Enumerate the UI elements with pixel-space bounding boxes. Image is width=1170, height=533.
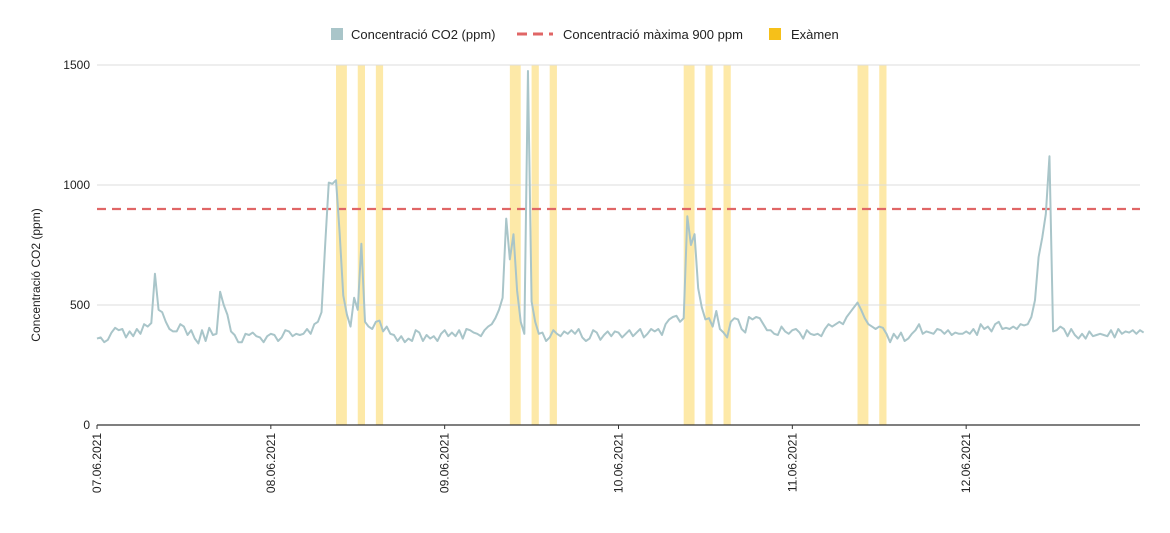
y-tick-label-500: 500 — [70, 298, 90, 312]
y-tick-label-1500: 1500 — [63, 58, 90, 72]
exam-band-2 — [375, 65, 384, 425]
y-axis-title: Concentració CO2 (ppm) — [29, 208, 43, 341]
exam-band-8 — [723, 65, 731, 425]
x-tick-labels: 07.06.2021 08.06.2021 09.06.2021 10.06.2021… — [90, 425, 973, 493]
x-tick-label-1: 08.06.2021 — [264, 433, 278, 493]
x-tick-label-3: 10.06.2021 — [612, 433, 626, 493]
legend-swatch-exam — [769, 28, 781, 40]
gridlines — [97, 64, 1140, 306]
legend-label-exam: Exàmen — [791, 27, 839, 42]
exam-band-10 — [879, 65, 887, 425]
co2-line — [96, 70, 1145, 345]
x-tick-label-5: 12.06.2021 — [959, 433, 973, 493]
exam-band-7 — [705, 65, 713, 425]
y-tick-label-1000: 1000 — [63, 178, 90, 192]
exam-band-3 — [509, 65, 521, 425]
legend-label-co2: Concentració CO2 (ppm) — [351, 27, 496, 42]
x-tick-label-2: 09.06.2021 — [438, 433, 452, 493]
exam-band-6 — [683, 65, 695, 425]
exam-band-9 — [857, 65, 869, 425]
exam-band-0 — [336, 65, 347, 425]
legend: Concentració CO2 (ppm) Concentració màxim… — [331, 27, 839, 42]
co2-series-group — [96, 70, 1145, 345]
y-tick-label-0: 0 — [83, 418, 90, 432]
x-tick-label-0: 07.06.2021 — [90, 433, 104, 493]
legend-swatch-co2 — [331, 28, 343, 40]
y-tick-labels: 0 500 1000 1500 — [63, 58, 90, 432]
exam-band-5 — [549, 65, 557, 425]
exam-band-4 — [531, 65, 539, 425]
legend-label-threshold: Concentració màxima 900 ppm — [563, 27, 743, 42]
x-tick-label-4: 11.06.2021 — [785, 433, 799, 492]
